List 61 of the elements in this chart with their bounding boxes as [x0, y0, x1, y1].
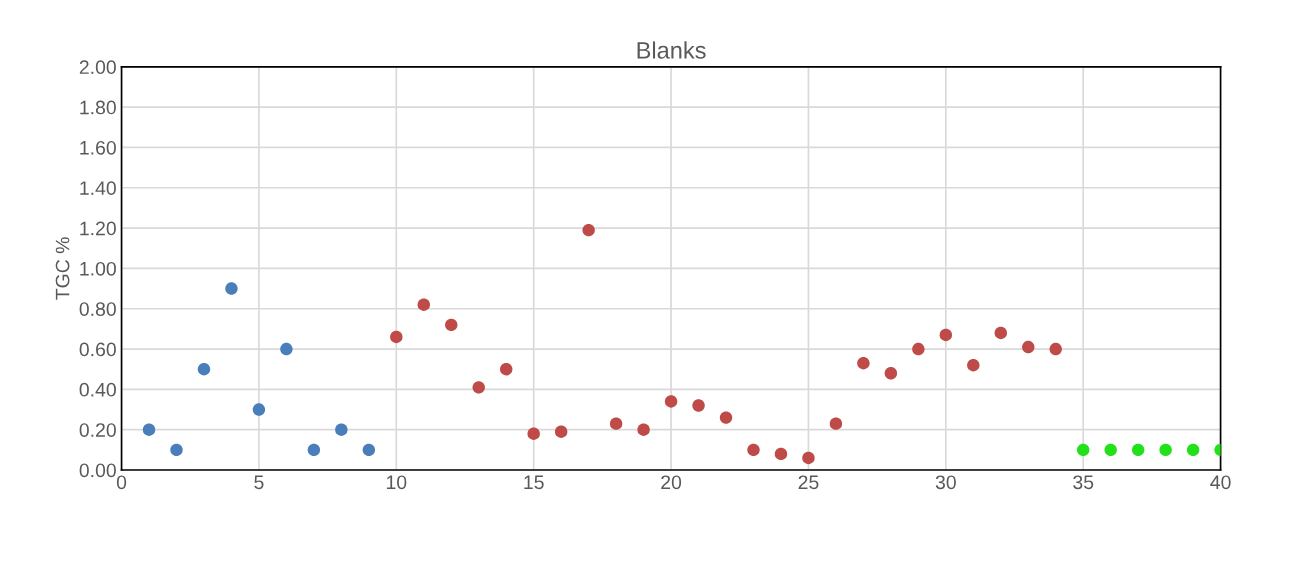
y-tick-label: 1.40	[80, 181, 116, 196]
x-tick-label: 25	[798, 475, 819, 490]
y-tick-label: 0.60	[79, 342, 116, 357]
x-tick-label: 10	[386, 475, 407, 490]
point	[857, 356, 870, 370]
point	[307, 443, 321, 457]
point	[1159, 443, 1172, 457]
y-tick-label: 1.20	[80, 221, 116, 236]
point	[912, 342, 925, 356]
point	[609, 417, 623, 430]
point	[1104, 443, 1117, 457]
point	[747, 443, 760, 457]
point	[445, 318, 458, 332]
y-tick-label: 0.20	[79, 423, 116, 437]
point	[252, 403, 266, 416]
point	[802, 451, 815, 465]
point	[500, 363, 513, 376]
x-tick-label: 15	[524, 475, 544, 490]
x-tick-label: 40	[1210, 475, 1231, 490]
point	[472, 381, 485, 394]
point	[994, 326, 1007, 340]
point	[692, 399, 705, 412]
point	[554, 425, 568, 438]
y-axis-title: TGC %	[55, 237, 70, 300]
point	[1077, 443, 1090, 457]
point	[719, 411, 733, 424]
point	[939, 328, 953, 342]
y-tick-label: 2.00	[79, 60, 116, 75]
point	[197, 363, 211, 376]
point	[170, 443, 183, 457]
point	[527, 427, 540, 440]
y-tick-label: 1.00	[80, 261, 116, 276]
point	[884, 367, 898, 380]
chart-title: Blanks	[637, 41, 706, 59]
x-tick-label: 30	[935, 475, 956, 490]
y-tick-label: 0.40	[79, 382, 116, 397]
point	[967, 358, 980, 372]
x-tick-label: 5	[254, 475, 264, 490]
point	[225, 282, 238, 295]
point	[774, 447, 788, 461]
point	[280, 342, 293, 356]
point	[829, 417, 843, 430]
point	[1131, 443, 1145, 457]
point	[390, 330, 403, 344]
point	[417, 298, 430, 311]
y-tick-label: 0.80	[79, 302, 116, 316]
point	[1022, 340, 1035, 354]
point	[362, 443, 376, 457]
y-tick-label: 1.80	[80, 100, 116, 115]
point	[664, 395, 678, 408]
point	[335, 423, 348, 436]
point	[637, 423, 650, 436]
point	[142, 423, 156, 436]
point	[582, 223, 595, 237]
x-tick-label: 0	[116, 475, 127, 490]
y-tick-label: 1.60	[80, 140, 116, 155]
point	[1186, 443, 1200, 457]
y-tick-label: 0.00	[79, 463, 116, 478]
x-tick-label: 35	[1073, 475, 1094, 490]
point	[1049, 342, 1062, 356]
x-tick-label: 20	[661, 475, 682, 490]
